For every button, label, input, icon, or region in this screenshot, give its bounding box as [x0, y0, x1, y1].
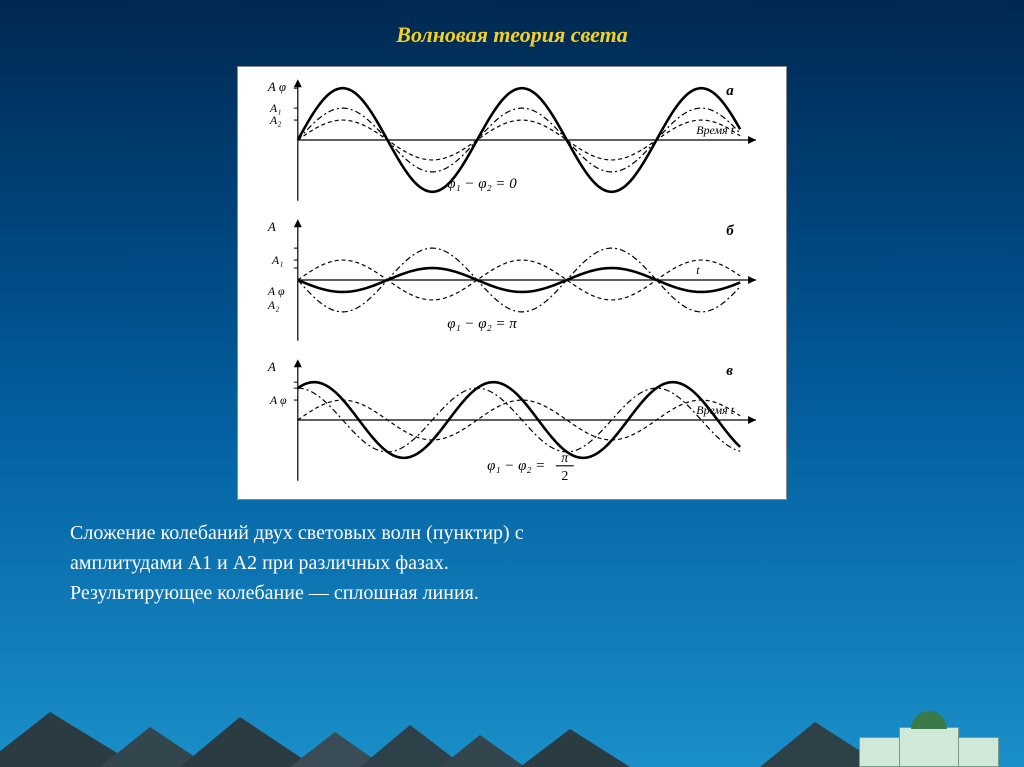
mountain-shape: [520, 729, 630, 767]
svg-text:б: б: [726, 223, 734, 239]
svg-text:A φ: A φ: [267, 79, 286, 94]
panel-b-antiphase: At б A₁ A φA₂ φ₁ − φ₂ = π: [248, 213, 776, 348]
building-decoration: [859, 717, 999, 767]
caption-line-2: амплитудами А1 и А2 при различных фазах.: [70, 552, 449, 574]
caption-line-3: Результирующее колебание — сплошная лини…: [70, 582, 479, 604]
svg-text:Время t: Время t: [696, 403, 734, 417]
svg-text:A₁: A₁: [271, 253, 283, 267]
svg-text:A: A: [267, 219, 276, 234]
svg-text:φ₁ − φ₂ = 0: φ₁ − φ₂ = 0: [447, 176, 517, 192]
mountain-decoration: [0, 677, 1024, 767]
svg-text:а: а: [726, 83, 734, 99]
svg-text:2: 2: [561, 469, 568, 484]
mountain-shape: [440, 735, 525, 767]
slide-caption: Сложение колебаний двух световых волн (п…: [0, 500, 1024, 608]
svg-text:π: π: [561, 451, 569, 466]
svg-text:t: t: [696, 263, 700, 277]
svg-text:φ₁ − φ₂ =: φ₁ − φ₂ =: [487, 458, 545, 474]
svg-text:A φ: A φ: [267, 284, 285, 298]
svg-text:A₂: A₂: [267, 298, 279, 312]
slide-title: Волновая теория света: [0, 0, 1024, 48]
svg-text:φ₁ − φ₂ = π: φ₁ − φ₂ = π: [447, 316, 517, 332]
panel-c-quadrature: A Время t в A φ φ₁ − φ₂ = π 2: [248, 353, 776, 488]
caption-line-1: Сложение колебаний двух световых волн (п…: [70, 522, 524, 544]
svg-text:A₁: A₁: [269, 101, 281, 115]
svg-text:A₂: A₂: [269, 113, 281, 127]
wave-diagram: A φВремя tаA₂A₁φ₁ − φ₂ = 0 AtбA₁A φA₂φ₁ …: [237, 66, 787, 500]
panel-a-in-phase: A φ Время t а A₂A₁ φ₁ − φ₂ = 0: [248, 73, 776, 208]
svg-text:A: A: [267, 359, 276, 374]
building-dome: [911, 711, 947, 729]
svg-text:Время t: Время t: [696, 123, 734, 137]
svg-text:в: в: [726, 363, 733, 379]
svg-text:A φ: A φ: [269, 393, 287, 407]
building-center: [899, 727, 959, 767]
